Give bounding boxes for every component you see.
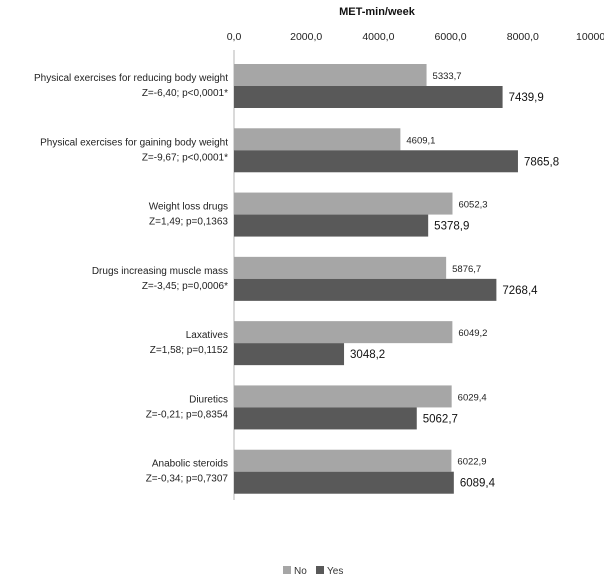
x-tick-label: 0,0 [227,31,242,43]
bar-no [234,385,452,408]
data-label-yes: 6089,4 [460,478,496,490]
category-group: Physical exercises for gaining body weig… [40,128,559,173]
bar-yes [234,214,429,237]
plot-area: Physical exercises for reducing body wei… [34,64,559,494]
category-group: Laxatives Z=1,58; p=0,1152 6049,2 3048,2 [150,321,487,366]
category-group: Drugs increasing muscle mass Z=-3,45; p=0… [92,256,538,301]
x-tick-label: 2000,0 [290,31,322,43]
category-label: Anabolic steroids [152,459,228,470]
bar-yes [234,343,345,366]
category-label: Weight loss drugs [149,202,228,213]
category-label: Physical exercises for gaining body weig… [40,137,228,148]
bar-yes [234,278,497,301]
bar-yes [234,86,503,108]
bar-yes [234,471,454,494]
bar-no [234,256,447,279]
data-label-no: 5333,7 [433,71,462,82]
category-stat-label: Z=-0,34; p=0,7307 [146,474,229,485]
data-label-no: 6022,9 [457,457,486,468]
category-label: Laxatives [186,330,228,341]
category-stat-label: Z=-6,40; p<0,0001* [142,88,228,99]
bar-yes [234,150,518,173]
x-tick-label: 10000,0 [576,31,604,43]
category-stat-label: Z=-0,21; p=0,8354 [146,409,229,420]
bar-yes [234,407,417,430]
data-label-no: 6049,2 [458,328,487,339]
data-label-yes: 5062,7 [423,413,458,425]
bar-no [234,449,452,472]
category-stat-label: Z=1,49; p=0,1363 [149,217,228,228]
bar-no [234,64,427,86]
legend-swatch-no [283,566,291,574]
legend-swatch-yes [316,566,324,574]
category-label: Physical exercises for reducing body wei… [34,73,228,84]
data-label-yes: 7865,8 [524,156,559,168]
x-axis-ticks: 0,0 2000,0 4000,0 6000,0 8000,0 10000,0 [227,31,604,43]
legend-label-no: No [294,566,307,575]
data-label-no: 6029,4 [458,392,487,403]
data-label-yes: 7439,9 [509,92,544,104]
data-label-no: 6052,3 [458,200,487,211]
chart-title: MET-min/week [339,6,416,18]
x-tick-label: 6000,0 [435,31,467,43]
category-stat-label: Z=-9,67; p<0,0001* [142,152,228,163]
category-group: Weight loss drugs Z=1,49; p=0,1363 6052,3 5… [149,192,488,237]
x-tick-label: 8000,0 [507,31,539,43]
category-label: Drugs increasing muscle mass [92,266,228,277]
data-label-yes: 7268,4 [502,285,538,297]
legend-label-yes: Yes [327,566,343,575]
data-label-no: 4609,1 [406,135,435,146]
data-label-no: 5876,7 [452,264,481,275]
category-stat-label: Z=1,58; p=0,1152 [150,345,229,356]
data-label-yes: 3048,2 [350,349,385,361]
bar-no [234,321,453,344]
x-tick-label: 4000,0 [362,31,394,43]
category-stat-label: Z=-3,45; p=0,0006* [142,281,228,292]
bar-no [234,192,453,215]
bar-no [234,128,401,151]
category-label: Diuretics [189,394,228,405]
category-group: Anabolic steroids Z=-0,34; p=0,7307 6022,9… [146,449,496,494]
legend: No Yes [283,566,343,575]
category-group: Physical exercises for reducing body wei… [34,64,544,108]
data-label-yes: 5378,9 [434,221,469,233]
